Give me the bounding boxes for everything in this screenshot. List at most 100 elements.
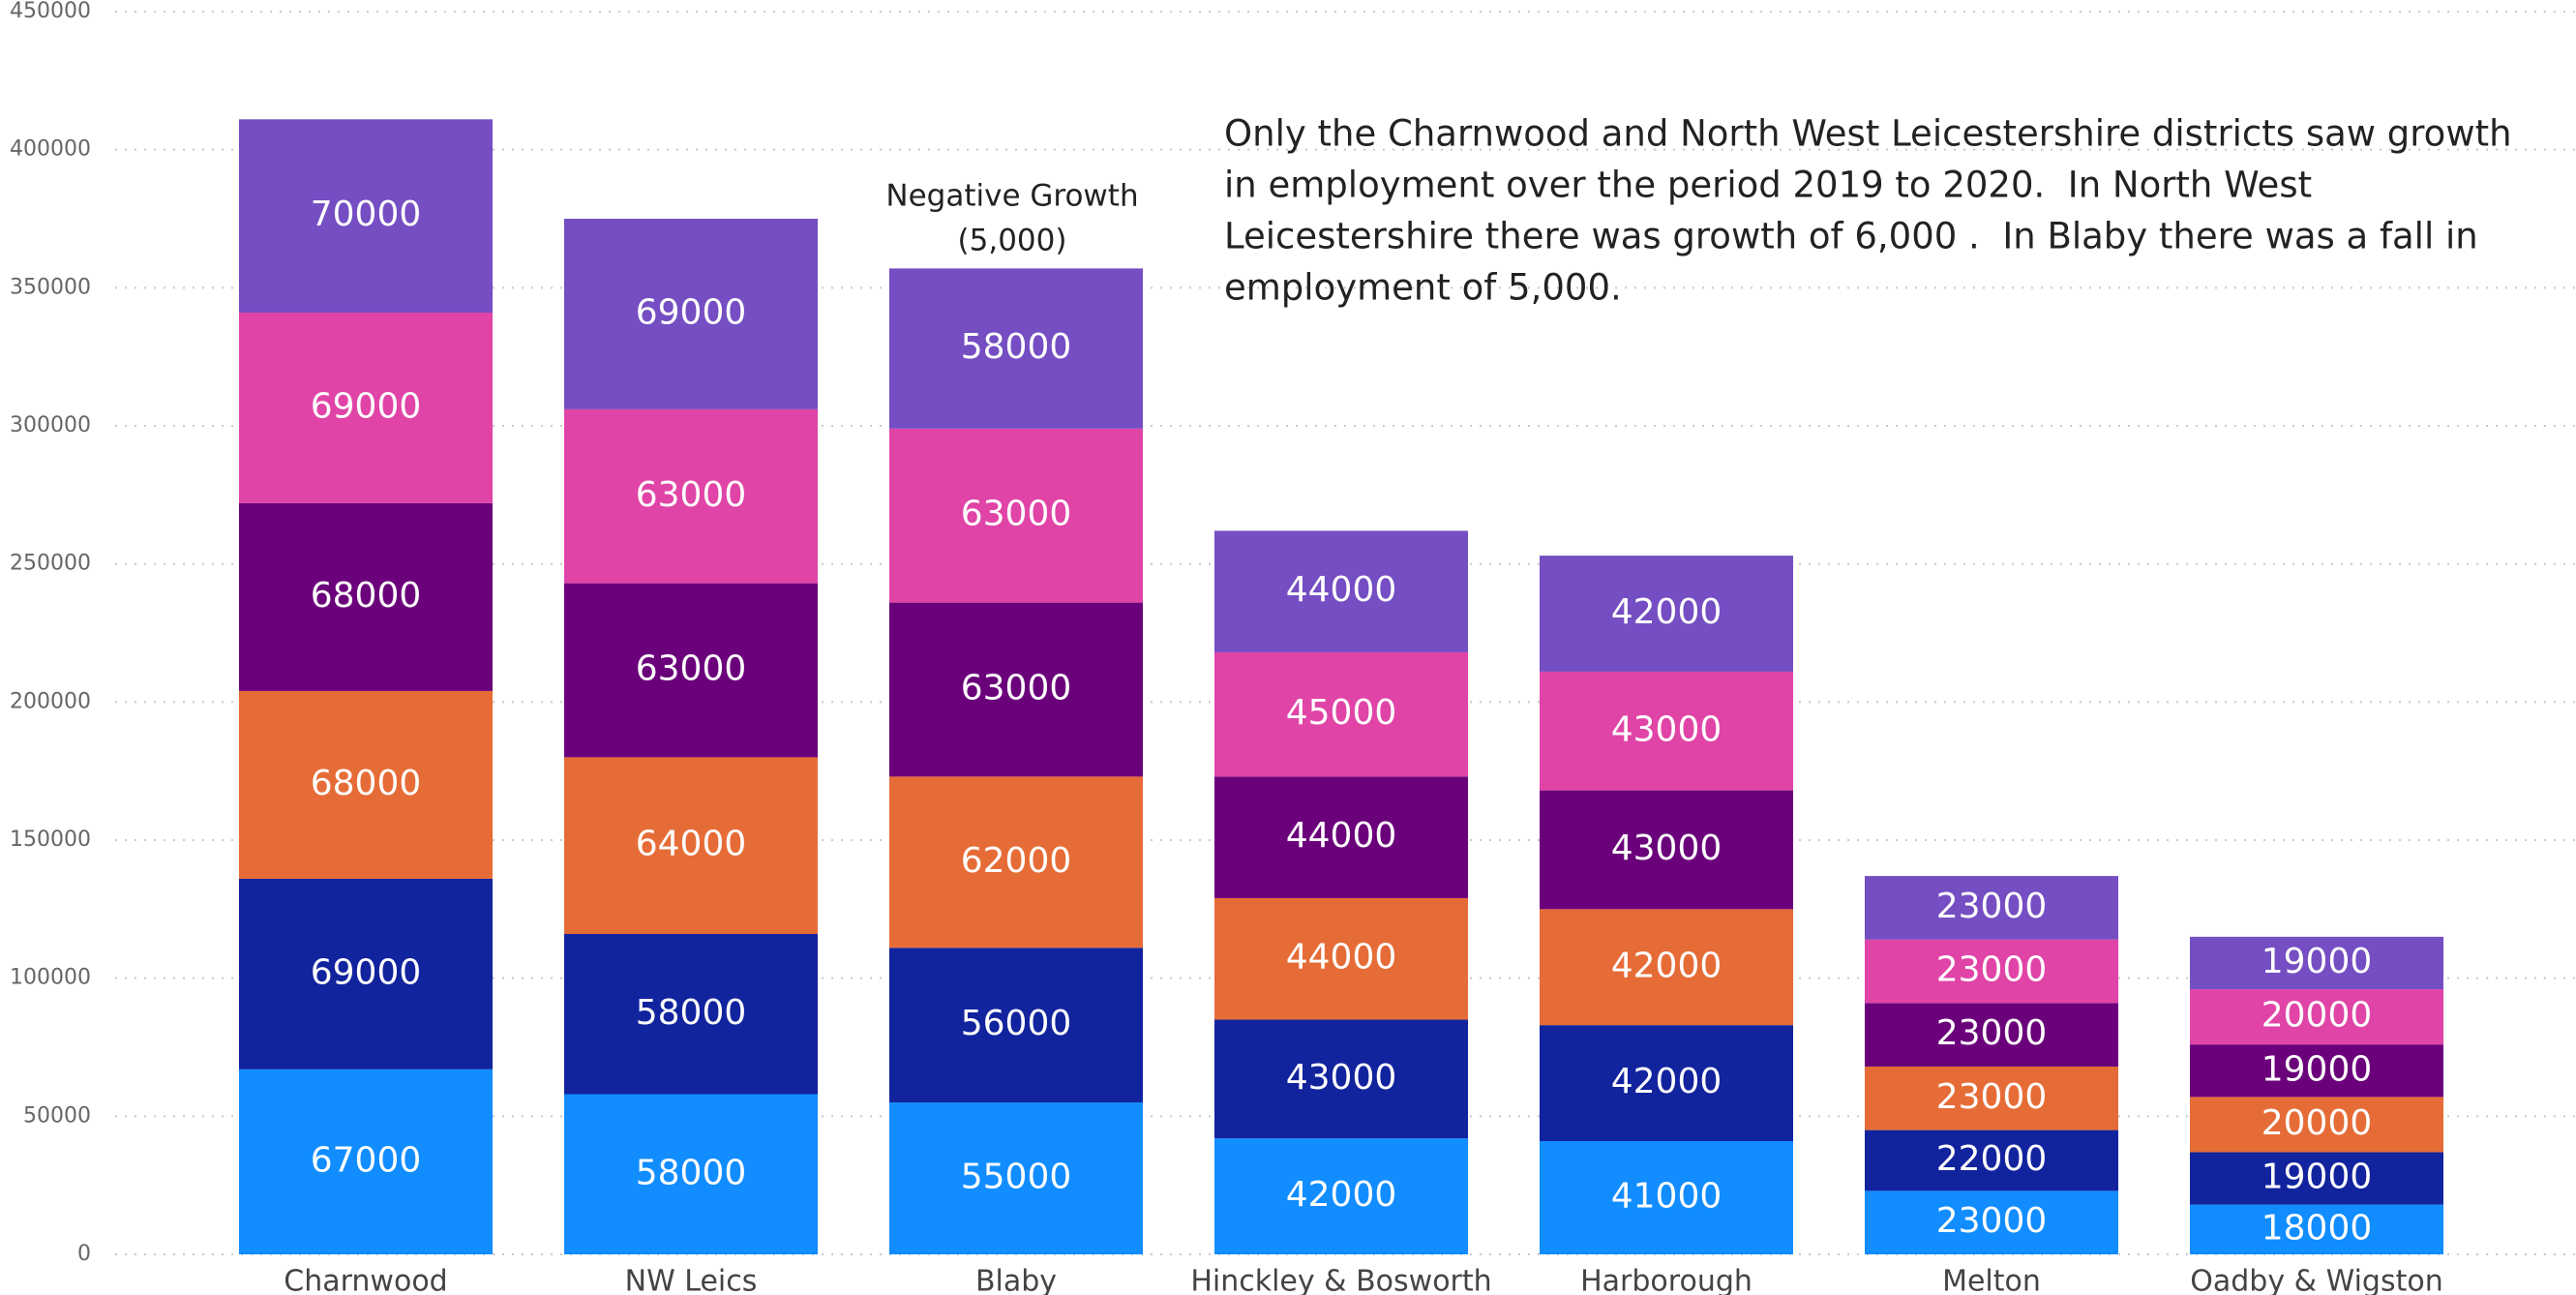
annotation-text: employment of 5,000. [1224,267,1622,309]
bar-segment [1865,939,2118,1004]
data-label: 63000 [961,495,1072,534]
bar-segment [564,583,818,758]
bar-segment [2190,1044,2443,1098]
data-label: 58000 [636,1153,747,1192]
data-label: 67000 [311,1140,422,1180]
data-label: 56000 [961,1004,1072,1043]
x-tick-label: Blaby [975,1265,1057,1295]
data-label: 23000 [1936,1013,2048,1053]
data-label: 69000 [636,292,747,332]
data-label: 55000 [961,1158,1072,1197]
y-tick-label: 400000 [10,137,91,162]
bar-segment [564,757,818,935]
data-label: 20000 [2261,996,2373,1036]
data-label: 64000 [636,825,747,864]
bar-segment [239,119,493,314]
bar-segment [239,690,493,879]
annotation-text: Leicestershire there was growth of 6,000… [1224,216,2478,257]
annotation-text: in employment over the period 2019 to 20… [1224,165,2312,206]
data-label: 68000 [311,764,422,803]
bar-segment [889,1102,1143,1254]
data-label: 23000 [1936,1077,2048,1117]
data-label: 43000 [1611,709,1722,749]
data-label: 18000 [2261,1208,2373,1248]
data-label: 63000 [636,475,747,515]
data-label: 44000 [1286,570,1397,610]
y-tick-label: 150000 [10,828,91,852]
bar-segment [889,602,1143,777]
y-tick-label: 200000 [10,689,91,713]
y-tick-label: 0 [77,1242,91,1266]
bar-segment [1214,776,1468,898]
bar-segment [1865,1190,2118,1254]
bar-segment [1214,530,1468,652]
data-label: 58000 [961,327,1072,367]
bar-segment [239,502,493,691]
y-tick-label: 450000 [10,0,91,23]
data-label: 23000 [1936,887,2048,926]
y-tick-label: 100000 [10,966,91,990]
data-label: 68000 [311,576,422,616]
bar-segment [239,313,493,503]
bar-segment [239,1069,493,1254]
bar-segment [1540,671,1793,791]
data-label: 62000 [961,841,1072,881]
bar-segment [2190,1152,2443,1205]
bar-segment [1214,1138,1468,1254]
data-label: 42000 [1611,592,1722,632]
data-label: 44000 [1286,816,1397,856]
bar-segment [1540,556,1793,672]
bar-segment [1540,909,1793,1026]
data-label: 19000 [2261,1049,2373,1089]
data-label: 42000 [1611,1062,1722,1101]
bar-segment [1865,1066,2118,1130]
data-label: 42000 [1286,1175,1397,1215]
bar-segment [2190,936,2443,990]
data-label: 23000 [1936,950,2048,990]
bar-segment [564,219,818,409]
bar-segment [889,948,1143,1103]
bar-segment [889,428,1143,603]
bar-segment [1865,1129,2118,1191]
x-tick-label: Charnwood [284,1265,447,1295]
data-label: 69000 [311,386,422,426]
bar-annotation: Negative Growth [885,179,1138,214]
x-tick-label: Harborough [1580,1265,1752,1295]
data-label: 19000 [2261,1158,2373,1197]
y-tick-label: 350000 [10,275,91,299]
bar-segment [1214,651,1468,777]
data-label: 19000 [2261,942,2373,981]
bar-segment [1540,1141,1793,1254]
bar-segment [1214,897,1468,1020]
bar-segment [564,934,818,1095]
bar-segment [239,878,493,1069]
bar-segment [889,776,1143,949]
data-label: 20000 [2261,1103,2373,1143]
bar-segment [1214,1019,1468,1139]
bar-segment [2190,1097,2443,1153]
y-tick-label: 300000 [10,413,91,437]
y-tick-label: 250000 [10,552,91,576]
data-label: 44000 [1286,938,1397,978]
data-label: 63000 [961,668,1072,708]
data-label: 43000 [1611,828,1722,868]
data-label: 45000 [1286,693,1397,733]
bar-segment [2190,1204,2443,1254]
x-tick-label: Oadby & Wigston [2190,1265,2442,1295]
data-label: 69000 [311,952,422,992]
annotation-text: Only the Charnwood and North West Leices… [1224,113,2512,155]
data-label: 22000 [1936,1139,2048,1179]
data-label: 42000 [1611,946,1722,985]
data-label: 63000 [636,649,747,689]
x-tick-label: Melton [1942,1265,2041,1295]
bar-segment [1540,1025,1793,1142]
bar-segment [1540,790,1793,910]
bar-segment [2190,989,2443,1045]
bar-segment [889,268,1143,429]
bar-segment [1865,1003,2118,1067]
x-tick-label: NW Leics [625,1265,758,1295]
data-label: 41000 [1611,1177,1722,1217]
data-label: 58000 [636,993,747,1033]
x-tick-label: Hinckley & Bosworth [1190,1265,1491,1295]
